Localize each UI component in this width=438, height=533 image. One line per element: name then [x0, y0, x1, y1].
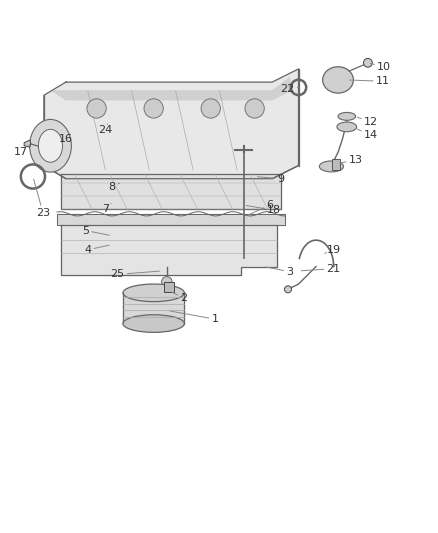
Text: 19: 19 [324, 245, 340, 255]
Text: 12: 12 [357, 117, 377, 127]
Ellipse shape [29, 119, 71, 172]
Text: 23: 23 [34, 179, 50, 218]
Text: 18: 18 [246, 205, 281, 215]
Text: 14: 14 [357, 130, 377, 140]
Ellipse shape [337, 112, 355, 120]
Ellipse shape [322, 67, 353, 93]
Text: 8: 8 [108, 182, 119, 191]
Ellipse shape [318, 161, 343, 172]
Polygon shape [57, 214, 285, 225]
Polygon shape [61, 174, 280, 209]
Ellipse shape [336, 122, 356, 132]
Circle shape [363, 59, 371, 67]
Text: 2: 2 [171, 292, 187, 303]
Circle shape [87, 99, 106, 118]
Text: 17: 17 [14, 144, 30, 157]
Text: 3: 3 [265, 267, 293, 277]
Circle shape [161, 277, 172, 287]
Text: 21: 21 [300, 264, 340, 273]
Polygon shape [53, 78, 289, 100]
Text: 25: 25 [110, 269, 159, 279]
Text: 24: 24 [98, 124, 112, 134]
Text: 22: 22 [280, 84, 298, 94]
Ellipse shape [123, 284, 184, 302]
Circle shape [284, 286, 291, 293]
Circle shape [144, 99, 163, 118]
Text: 13: 13 [339, 155, 362, 165]
Text: 1: 1 [169, 311, 218, 324]
Text: 16: 16 [59, 134, 73, 144]
Text: 7: 7 [102, 204, 111, 214]
Text: 10: 10 [370, 62, 390, 72]
Polygon shape [61, 225, 276, 275]
Polygon shape [44, 69, 298, 179]
Polygon shape [123, 293, 184, 324]
Text: 4: 4 [84, 245, 109, 255]
Text: 11: 11 [349, 76, 389, 86]
Text: 6: 6 [248, 200, 273, 215]
Ellipse shape [39, 130, 62, 162]
Ellipse shape [123, 315, 184, 333]
Text: 9: 9 [257, 174, 284, 184]
Bar [163, 282, 174, 292]
Polygon shape [24, 140, 31, 147]
Circle shape [201, 99, 220, 118]
Bar [331, 159, 339, 170]
Circle shape [244, 99, 264, 118]
Text: 5: 5 [82, 225, 109, 236]
